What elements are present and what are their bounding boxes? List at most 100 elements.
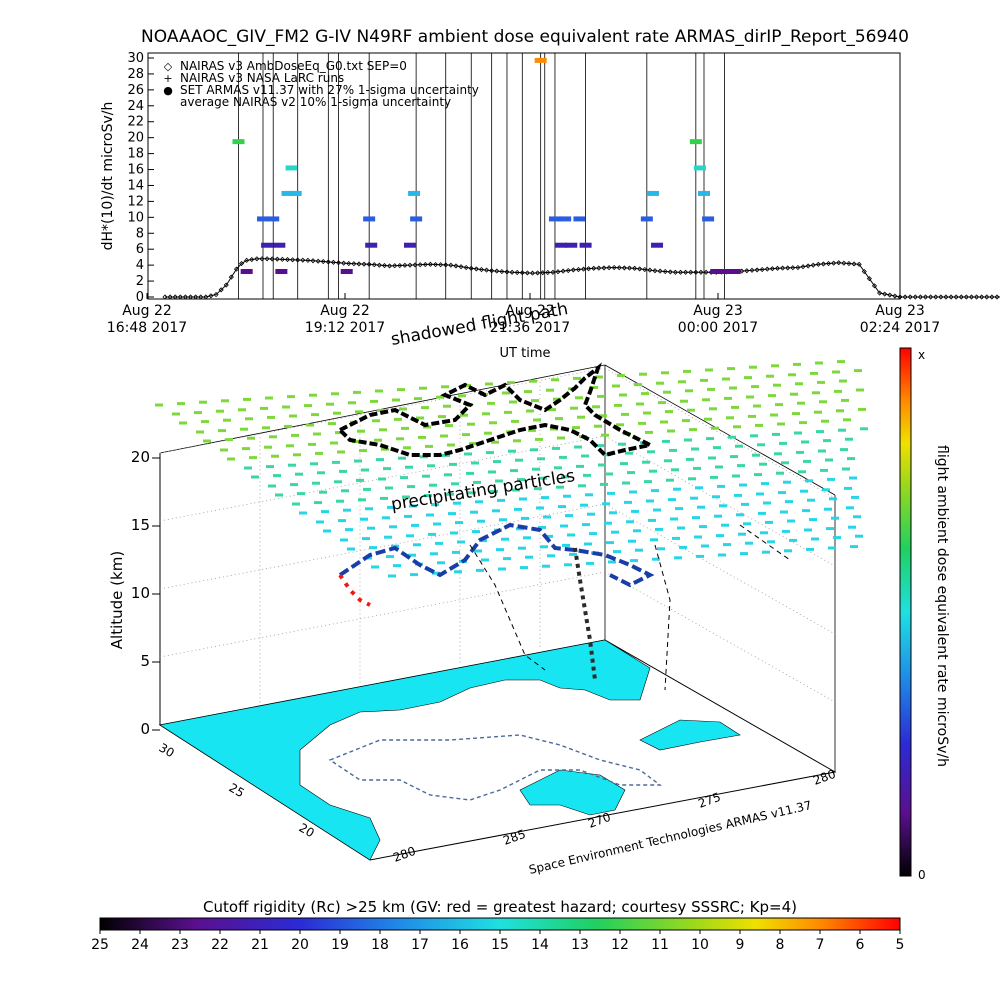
nairas-marker [187, 294, 194, 300]
precipitating-particles-field [155, 360, 868, 578]
nairas-marker [172, 294, 178, 300]
drop-line-3 [739, 524, 791, 561]
nairas-marker [846, 260, 852, 267]
nairas-marker [785, 265, 791, 271]
nairas-marker [499, 268, 505, 275]
nairas-marker [688, 269, 694, 275]
nairas-marker [657, 268, 663, 274]
nairas-marker [841, 260, 847, 266]
nairas-marker [320, 258, 326, 265]
armas-point [340, 269, 353, 275]
nairas-marker [877, 290, 883, 296]
armas-point [257, 216, 269, 222]
nairas-marker [933, 294, 939, 300]
nairas-marker [979, 294, 985, 300]
nairas-marker [902, 294, 908, 300]
z-tick-label: 20 [131, 448, 150, 466]
nairas-marker [565, 267, 571, 274]
nairas-marker [417, 262, 423, 268]
armas-point [702, 216, 715, 222]
nairas-marker [958, 294, 964, 300]
y-tick-label: 10 [127, 210, 144, 225]
cutoff-tick-label: 25 [91, 937, 109, 953]
nairas-marker [448, 262, 454, 268]
armas-point [565, 242, 578, 248]
nairas-marker [238, 260, 245, 267]
right-top-edge [604, 364, 836, 496]
nairas-marker [218, 287, 224, 293]
nairas-marker [861, 268, 867, 275]
nairas-marker [264, 256, 270, 262]
cutoff-tick-label: 19 [331, 937, 349, 953]
nairas-marker [698, 269, 704, 275]
nairas-marker [341, 260, 347, 266]
nairas-marker [279, 256, 285, 262]
cutoff-tick-label: 23 [171, 937, 189, 953]
cutoff-tick-label: 20 [291, 937, 309, 953]
flight-path-high-dose [338, 573, 371, 607]
cutoff-tick-label: 15 [491, 937, 509, 953]
nairas-marker [233, 266, 240, 272]
grid-line-right [604, 367, 836, 499]
nairas-series [162, 256, 1000, 300]
nairas-marker [177, 294, 183, 300]
nairas-marker [667, 269, 673, 275]
armas-point [281, 190, 294, 196]
nairas-marker [269, 256, 275, 262]
lat-tick-label: 25 [227, 780, 247, 800]
nairas-marker [632, 265, 638, 271]
armas-point [534, 57, 547, 63]
nairas-marker [810, 262, 816, 268]
y-tick-label: 24 [127, 99, 144, 114]
nairas-marker [300, 257, 306, 263]
armas-point [267, 216, 280, 222]
nairas-marker [458, 264, 464, 270]
flight-path-segment [338, 522, 655, 588]
nairas-marker [274, 256, 280, 262]
cutoff-tick-label: 18 [371, 937, 389, 953]
dose-colorbar-gradient [899, 347, 912, 877]
y-tick-label: 14 [127, 178, 144, 193]
armas-point [273, 242, 286, 248]
nairas-marker [305, 257, 311, 263]
nairas-marker [825, 260, 832, 267]
legend: ◇ NAIRAS v3 AmbDoseEq_G0.txt SEP=0 + NAIRAS… [163, 59, 479, 109]
y-tick-label: 26 [127, 83, 144, 98]
armas-point [720, 269, 733, 275]
nairas-marker [254, 256, 260, 262]
nairas-marker [994, 294, 1000, 300]
cutoff-tick-label: 6 [856, 937, 865, 953]
nairas-marker [223, 282, 229, 288]
nairas-marker [535, 270, 541, 276]
dose-colorbar: x 0 flight ambient dose equivalent rate … [899, 347, 950, 882]
nairas-marker [167, 294, 173, 300]
nairas-marker [626, 265, 633, 271]
x-tick-date: Aug 22 [320, 303, 370, 319]
armas-point [404, 242, 416, 248]
cutoff-tick-label: 16 [451, 937, 469, 953]
armas-point [261, 242, 274, 248]
nairas-marker [463, 264, 469, 271]
nairas-marker [621, 265, 627, 271]
armas-point [651, 242, 664, 248]
y-axis-label: dH*(10)/dt microSv/h [100, 102, 116, 251]
nairas-marker [575, 266, 582, 273]
nairas-marker [244, 257, 250, 263]
x-tick-date: Aug 22 [122, 303, 172, 319]
page-title: NOAAAOC_GIV_FM2 G-IV N49RF ambient dose … [141, 27, 909, 47]
nairas-marker [509, 269, 515, 275]
nairas-marker [351, 261, 357, 267]
nairas-marker [295, 257, 301, 263]
nairas-marker [805, 263, 811, 269]
nairas-marker [203, 294, 209, 300]
legend-label: average NAIRAS v2 10% 1-sigma uncertaint… [180, 95, 451, 109]
nairas-marker [371, 262, 377, 268]
cutoff-tick-label: 10 [691, 937, 709, 953]
armas-point [548, 216, 561, 222]
nairas-marker [795, 264, 801, 271]
nairas-marker [504, 269, 510, 275]
nairas-marker [315, 258, 321, 264]
nairas-marker [545, 269, 551, 276]
